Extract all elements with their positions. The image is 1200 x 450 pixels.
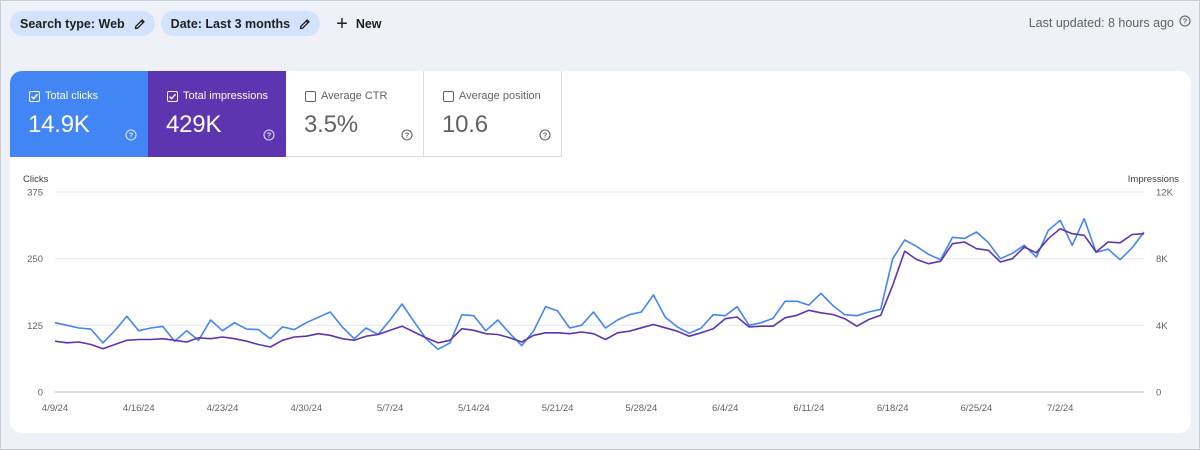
right-tick-label: 4K [1156, 321, 1168, 332]
x-tick-label: 7/2/24 [1047, 403, 1073, 414]
right-tick-label: 8K [1156, 254, 1168, 265]
metric-value: 14.9K [28, 111, 90, 138]
metric-total-impressions[interactable]: Total impressions 429K ? [148, 71, 286, 157]
metric-total-clicks[interactable]: Total clicks 14.9K ? [10, 71, 148, 157]
performance-chart[interactable]: 0 0 125 4K 250 8K 375 12K 4/9/24 4/16/24 4/23/24 4/… [10, 71, 1191, 433]
svg-text:?: ? [543, 131, 548, 140]
metric-label-row: Average CTR [305, 90, 387, 102]
svg-text:?: ? [129, 131, 134, 140]
filter-bar: Search type: Web Date: Last 3 months + N… [10, 11, 390, 36]
left-tick-label: 125 [27, 321, 43, 332]
svg-text:?: ? [405, 131, 410, 140]
edit-pencil-icon[interactable] [134, 18, 146, 30]
new-filter-button[interactable]: + New [328, 11, 389, 36]
x-tick-label: 6/18/24 [877, 403, 909, 414]
metric-label: Average CTR [321, 90, 388, 102]
last-updated-text: Last updated: 8 hours ago [1028, 15, 1174, 30]
series-line-impressions [54, 227, 1145, 350]
right-tick-label: 12K [1156, 188, 1174, 199]
help-icon[interactable]: ? [1179, 15, 1191, 30]
x-tick-label: 4/9/24 [42, 403, 68, 414]
plus-icon: + [336, 12, 348, 35]
right-tick-label: 0 [1156, 388, 1161, 399]
new-filter-label: New [355, 16, 382, 31]
checkbox-checked-icon[interactable] [29, 90, 40, 102]
checkbox-unchecked-icon[interactable] [305, 90, 316, 102]
checkbox-unchecked-icon[interactable] [443, 90, 454, 102]
search-type-chip-label: Search type: Web [20, 16, 125, 31]
metric-label-row: Average position [443, 90, 541, 102]
x-tick-label: 6/4/24 [712, 403, 738, 414]
x-tick-label: 4/30/24 [290, 403, 322, 414]
checkbox-checked-icon[interactable] [167, 90, 178, 102]
x-tick-label: 5/14/24 [458, 403, 490, 414]
x-tick-label: 4/23/24 [207, 403, 239, 414]
edit-pencil-icon[interactable] [299, 18, 311, 30]
metric-label: Average position [459, 90, 541, 102]
performance-card: Total clicks 14.9K ? Total impressions 4… [10, 71, 1191, 433]
search-type-chip[interactable]: Search type: Web [10, 11, 155, 36]
help-icon[interactable]: ? [401, 128, 413, 146]
last-updated: Last updated: 8 hours ago ? [1029, 15, 1191, 30]
x-tick-label: 6/11/24 [793, 403, 824, 414]
x-tick-label: 5/7/24 [377, 403, 403, 414]
date-range-chip-label: Date: Last 3 months [170, 16, 291, 31]
date-range-chip[interactable]: Date: Last 3 months [160, 11, 321, 36]
metric-value: 3.5% [304, 111, 358, 138]
left-tick-label: 375 [27, 188, 43, 199]
metric-label: Total impressions [183, 90, 268, 102]
metric-average-position[interactable]: Average position 10.6 ? [424, 71, 562, 157]
svg-text:?: ? [267, 131, 272, 140]
right-axis-title: Impressions [1127, 174, 1179, 185]
metric-label: Total clicks [45, 90, 99, 102]
metric-value: 429K [166, 111, 222, 138]
metric-tabs: Total clicks 14.9K ? Total impressions 4… [10, 71, 1191, 157]
svg-text:?: ? [1183, 17, 1188, 26]
metric-value: 10.6 [442, 111, 488, 138]
x-tick-label: 4/16/24 [123, 403, 155, 414]
help-icon[interactable]: ? [539, 128, 551, 146]
metric-label-row: Total clicks [29, 90, 98, 102]
left-tick-label: 0 [38, 388, 43, 399]
left-axis-title: Clicks [23, 174, 49, 185]
x-tick-label: 6/25/24 [961, 403, 993, 414]
help-icon[interactable]: ? [263, 128, 275, 146]
left-tick-label: 250 [27, 254, 43, 265]
x-tick-label: 5/28/24 [626, 403, 658, 414]
help-icon[interactable]: ? [125, 128, 137, 146]
metric-label-row: Total impressions [167, 90, 268, 102]
series-line-clicks [54, 217, 1145, 351]
metric-average-ctr[interactable]: Average CTR 3.5% ? [286, 71, 424, 157]
x-tick-label: 5/21/24 [542, 403, 574, 414]
